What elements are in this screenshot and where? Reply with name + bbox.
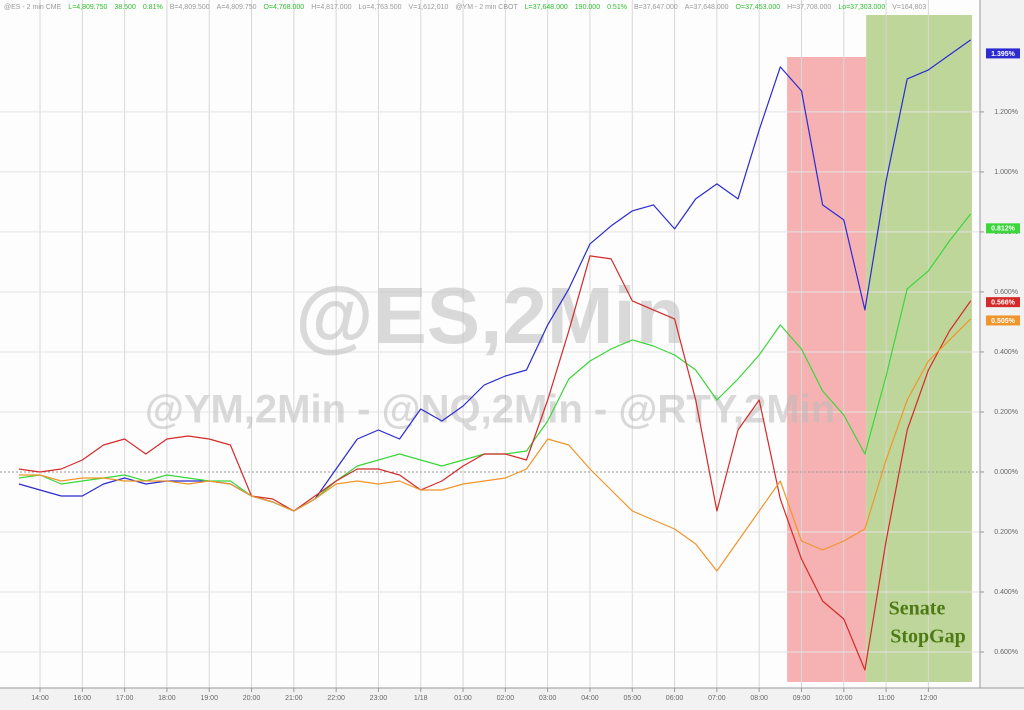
header-item: B=37,647.000 [634, 4, 678, 11]
shaded-region [787, 57, 867, 682]
x-tick-label: 1/18 [414, 695, 428, 702]
header-item: L=4,809.750 [68, 4, 107, 11]
header: @ES - 2 min CME L=4,809.750 38.500 0.81% B=4… [4, 4, 926, 11]
y-tick-label: 0.400% [994, 589, 1018, 596]
watermark: @ES,2Min [295, 271, 684, 360]
x-tick-label: 23:00 [370, 695, 388, 702]
header-item: 38.500 [114, 4, 136, 11]
x-tick-label: 03:00 [539, 695, 557, 702]
y-tick-label: 1.200% [994, 109, 1018, 116]
x-tick-label: 08:00 [750, 695, 768, 702]
x-tick-label: 21:00 [285, 695, 303, 702]
x-tick-label: 05:00 [624, 695, 642, 702]
series-line [18, 318, 972, 572]
header-item: 190.000 [575, 4, 600, 11]
x-tick-label: 11:00 [878, 695, 895, 702]
x-tick-label: 06:00 [666, 695, 684, 702]
header-item: O=4,768.000 [264, 4, 305, 11]
header-item: 0.51% [607, 4, 627, 11]
x-tick-label: 19:00 [200, 695, 218, 702]
x-tick-label: 14:00 [31, 695, 49, 702]
last-value-tag [986, 48, 1020, 59]
last-value-label: 0.812% [991, 226, 1016, 233]
header-item: H=37,708.000 [787, 4, 831, 11]
annotation: StopGap [890, 626, 966, 648]
last-value-tag [986, 223, 1020, 234]
header-item: @ES - 2 min CME [4, 4, 62, 11]
y-tick-label: 0.400% [994, 349, 1018, 356]
x-axis-panel [0, 688, 1024, 710]
x-tick-label: 02:00 [497, 695, 515, 702]
x-tick-label: 01:00 [454, 695, 472, 702]
header-item: H=4,817.000 [311, 4, 351, 11]
series-line [18, 255, 972, 671]
header-item: L=37,648.000 [525, 4, 568, 11]
x-tick-label: 04:00 [581, 695, 599, 702]
last-value-tag [986, 315, 1020, 326]
watermark-sub: @YM,2Min - @NQ,2Min - @RTY,2Min [145, 388, 835, 432]
header-item: B=4,809.500 [170, 4, 210, 11]
header-item: Lo=4,763.500 [359, 4, 402, 11]
x-tick-label: 10:00 [835, 695, 853, 702]
header-item: V=1,612,010 [409, 4, 449, 11]
regions [787, 15, 972, 682]
lines [18, 39, 972, 671]
header-item: @YM - 2 min CBOT [455, 4, 518, 11]
x-tick-label: 17:00 [116, 695, 134, 702]
y-tick-label: 0.200% [994, 529, 1018, 536]
x-tick-label: 20:00 [243, 695, 261, 702]
y-tick-label: 0.200% [994, 409, 1018, 416]
x-tick-label: 16:00 [74, 695, 92, 702]
last-value-label: 0.505% [991, 318, 1016, 325]
last-value-tag [986, 297, 1020, 308]
x-tick-label: 07:00 [708, 695, 726, 702]
x-tick-label: 22:00 [327, 695, 345, 702]
header-item: O=37,453.000 [736, 4, 781, 11]
y-tick-label: 0.600% [994, 649, 1018, 656]
header-item: Lo=37,303.000 [838, 4, 885, 11]
y-tick-label: 1.000% [994, 169, 1018, 176]
y-tick-label: 0.600% [994, 289, 1018, 296]
x-tick-label: 18:00 [158, 695, 176, 702]
last-value-label: 0.566% [991, 299, 1016, 306]
series-line [18, 39, 972, 512]
last-value-label: 1.395% [991, 51, 1016, 58]
header-item: V=164,803 [892, 4, 926, 11]
header-item: A=37,648.000 [685, 4, 729, 11]
x-tick-label: 12:00 [920, 695, 938, 702]
y-axis-panel [980, 0, 1024, 710]
header-item: 0.81% [143, 4, 163, 11]
x-tick-label: 09:00 [793, 695, 811, 702]
y-tick-label: 0.000% [994, 469, 1018, 476]
header-item: A=4,809.750 [217, 4, 257, 11]
grid [0, 0, 980, 688]
annotation: Senate [889, 598, 946, 620]
shaded-region [866, 15, 972, 682]
